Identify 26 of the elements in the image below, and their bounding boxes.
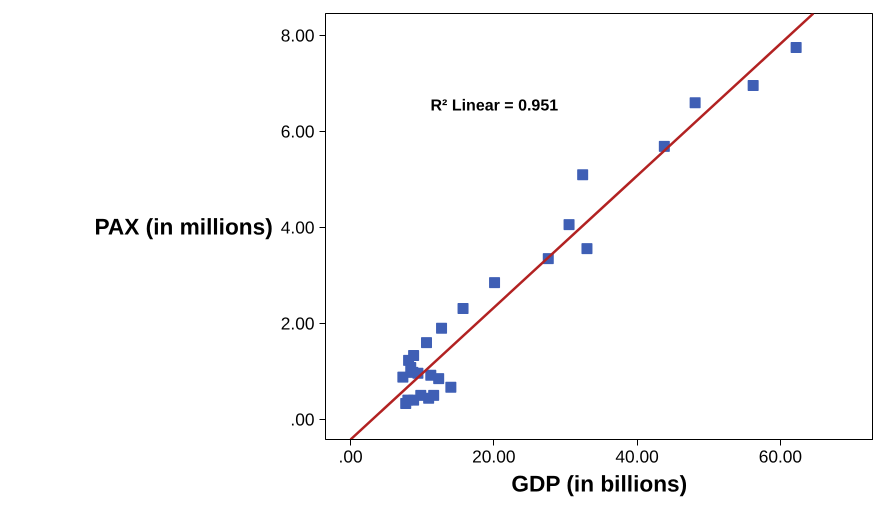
point (790, 42, 802, 54)
point (421, 337, 432, 348)
point (690, 97, 701, 108)
annotation: R² Linear = 0.951 (430, 98, 558, 114)
y-tick-label: 6.00 (280, 122, 315, 142)
point (564, 219, 575, 230)
y-tick-label: 4.00 (280, 217, 315, 238)
point (397, 372, 408, 383)
x-tick-label: 20.00 (472, 446, 516, 466)
point (577, 169, 588, 180)
x-axis-title: GDP (in billions) (511, 470, 688, 496)
point (489, 277, 500, 288)
y-tick-label: 8.00 (280, 26, 315, 46)
point (433, 373, 444, 384)
point (748, 80, 759, 91)
point (445, 382, 456, 393)
point (458, 303, 469, 314)
y-tick-label: 2.00 (280, 313, 315, 334)
point (581, 243, 592, 254)
point (436, 322, 448, 334)
x-tick-label: .00 (338, 446, 363, 466)
point (428, 390, 440, 401)
y-axis-title: PAX (in millions) (94, 214, 273, 240)
x-tick-label: 60.00 (758, 446, 802, 466)
y-tick-label: .00 (290, 409, 315, 430)
x-tick-label: 40.00 (615, 446, 659, 466)
